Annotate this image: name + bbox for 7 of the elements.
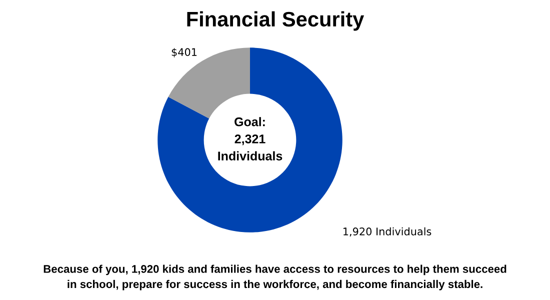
donut-slice — [158, 48, 342, 232]
text: Because of you, 1,920 kids and families have access to resources to help them succeed in school, prepare for success in the workforce, and become financially stable. — [44, 264, 506, 290]
chart-title: Financial Security — [187, 11, 364, 31]
data-label: $401 — [172, 48, 197, 58]
donut-slice — [168, 48, 250, 118]
data-label: 1,920 Individuals — [344, 227, 432, 236]
text: Goal: 2,321 Individuals — [218, 117, 282, 160]
